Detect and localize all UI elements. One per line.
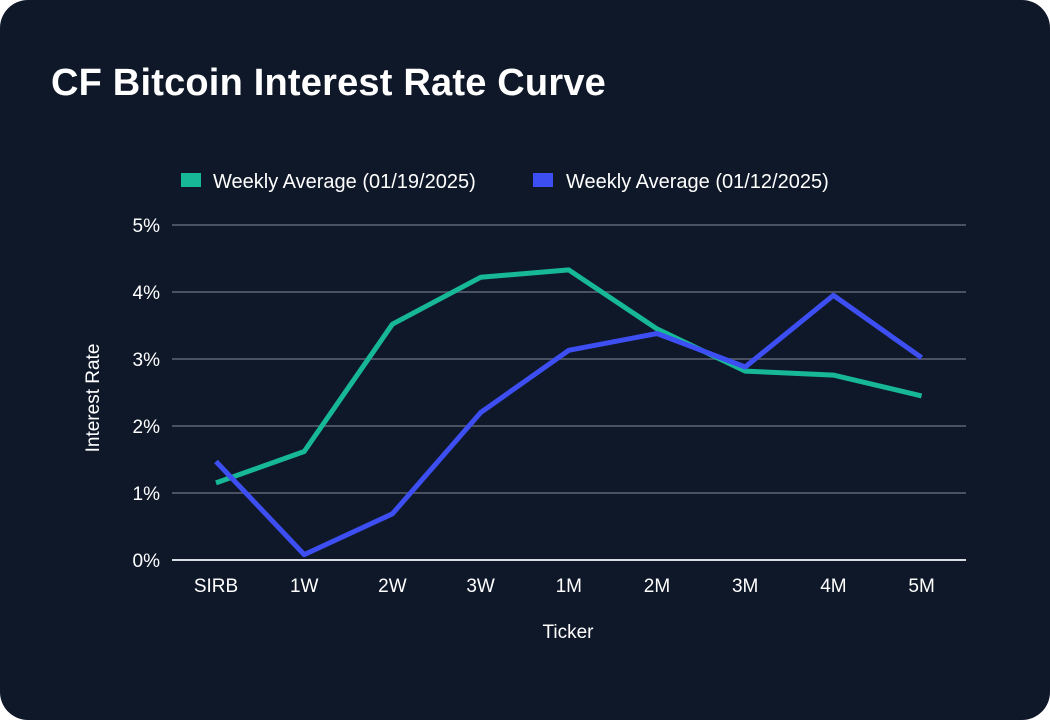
x-axis-label: Ticker [542, 622, 594, 643]
x-tick-label: 5M [908, 576, 934, 597]
x-tick-label: 3M [732, 576, 758, 597]
legend-swatch-2 [533, 173, 553, 187]
x-tick-label: 1W [290, 576, 319, 597]
x-tick-label: 3W [466, 576, 495, 597]
y-tick-label: 4% [133, 283, 161, 304]
x-tick-label: 4M [820, 576, 846, 597]
x-tick-label: 2M [644, 576, 670, 597]
legend-swatch-1 [181, 173, 201, 187]
legend-label-2: Weekly Average (01/12/2025) [566, 171, 829, 193]
series-line-1 [215, 267, 923, 486]
chart-title: CF Bitcoin Interest Rate Curve [51, 62, 606, 104]
y-tick-label: 1% [133, 484, 161, 505]
y-tick-label: 2% [133, 417, 161, 438]
legend-label-1: Weekly Average (01/19/2025) [213, 171, 476, 193]
x-tick-label: 2W [378, 576, 407, 597]
y-tick-label: 3% [133, 350, 161, 371]
x-tick-label: SIRB [194, 576, 238, 597]
y-tick-label: 0% [133, 551, 161, 572]
y-tick-label: 5% [133, 216, 161, 237]
y-axis-label: Interest Rate [83, 344, 104, 453]
series-line-2 [214, 292, 924, 558]
x-tick-label: 1M [556, 576, 582, 597]
